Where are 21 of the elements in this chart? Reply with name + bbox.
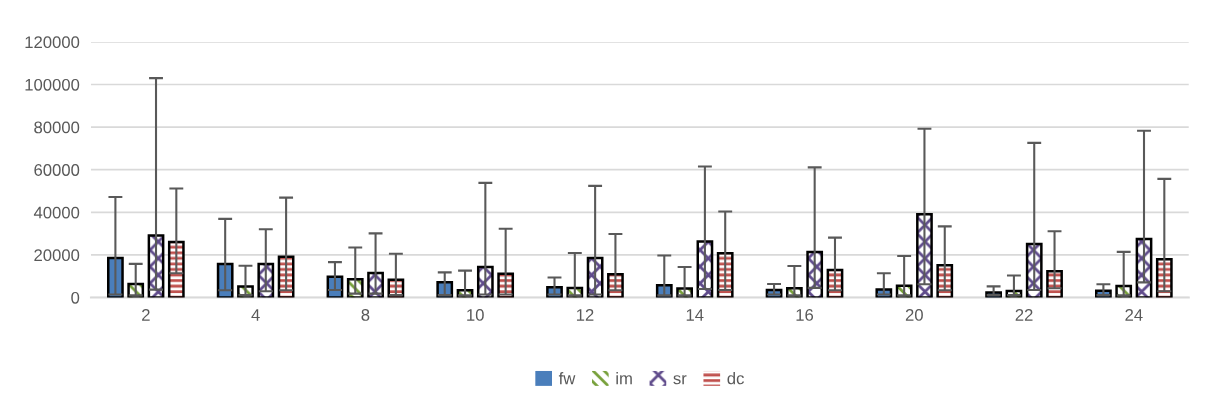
x-tick-label: 8 xyxy=(361,309,370,321)
y-tick-label: 60000 xyxy=(34,164,80,176)
y-tick-label: 120000 xyxy=(25,36,80,49)
y-tick-label: 80000 xyxy=(34,121,80,134)
x-tick-label: 14 xyxy=(686,309,704,321)
y-tick-label: 20000 xyxy=(34,249,80,262)
x-tick-label: 2 xyxy=(142,309,150,321)
x-tick-label: 10 xyxy=(467,309,484,321)
legend-label: dc xyxy=(727,372,744,385)
legend-label: sr xyxy=(673,375,687,385)
x-tick-label: 12 xyxy=(576,309,594,321)
legend-label: im xyxy=(616,372,632,385)
y-tick-label: 40000 xyxy=(33,206,80,219)
x-tick-label: 20 xyxy=(905,309,923,321)
x-tick-label: 22 xyxy=(1015,309,1033,321)
legend-label: fw xyxy=(558,372,576,385)
x-tick-label: 16 xyxy=(796,309,814,321)
x-tick-label: 4 xyxy=(251,309,260,321)
y-tick-label: 0 xyxy=(71,291,80,304)
x-tick-label: 24 xyxy=(1125,309,1143,321)
y-tick-label: 100000 xyxy=(25,78,80,91)
